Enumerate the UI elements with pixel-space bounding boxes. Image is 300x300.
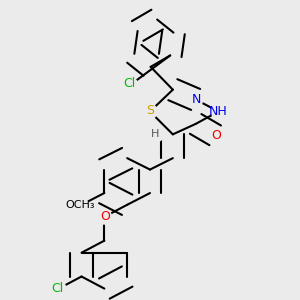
Circle shape bbox=[143, 104, 157, 119]
Text: O: O bbox=[100, 210, 110, 223]
Text: OCH₃: OCH₃ bbox=[66, 200, 95, 210]
Circle shape bbox=[74, 198, 89, 212]
Circle shape bbox=[123, 78, 138, 92]
Circle shape bbox=[208, 128, 222, 142]
Text: H: H bbox=[151, 129, 159, 139]
Circle shape bbox=[52, 281, 66, 296]
Circle shape bbox=[97, 210, 112, 224]
Circle shape bbox=[211, 104, 226, 119]
Text: N: N bbox=[192, 93, 201, 106]
Circle shape bbox=[149, 127, 164, 142]
Text: Cl: Cl bbox=[123, 77, 136, 90]
Text: O: O bbox=[211, 129, 221, 142]
Text: NH: NH bbox=[209, 105, 228, 118]
Text: Cl: Cl bbox=[52, 282, 64, 295]
Text: S: S bbox=[146, 104, 154, 117]
Circle shape bbox=[188, 92, 203, 106]
